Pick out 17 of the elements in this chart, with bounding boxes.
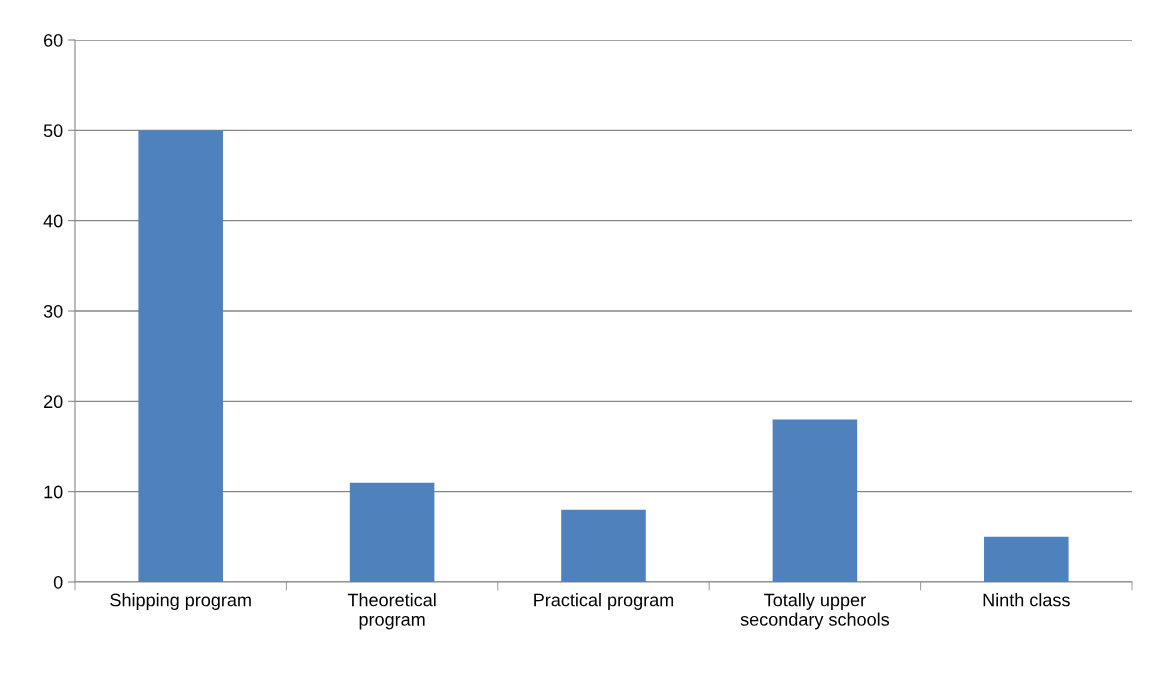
x-tick-label: Theoretical program <box>347 593 436 630</box>
x-tick-label: Practical program <box>534 593 674 610</box>
bar <box>561 509 646 582</box>
x-tick-label: Shipping program <box>110 593 251 610</box>
y-tick-label: 20 <box>44 395 63 409</box>
bar <box>138 130 223 582</box>
bar <box>984 536 1069 582</box>
y-tick-label: 40 <box>43 214 63 228</box>
x-tick-label: Totally upper secondary schools <box>740 593 890 630</box>
y-tick-label: 60 <box>44 33 63 47</box>
y-tick-label: 0 <box>53 575 63 589</box>
y-tick-label: 50 <box>43 124 63 138</box>
bar <box>349 482 435 582</box>
y-tick-label: 30 <box>43 304 63 318</box>
x-tick-label: Ninth class <box>983 593 1070 607</box>
y-tick-label: 10 <box>44 485 63 499</box>
bar <box>772 419 858 582</box>
